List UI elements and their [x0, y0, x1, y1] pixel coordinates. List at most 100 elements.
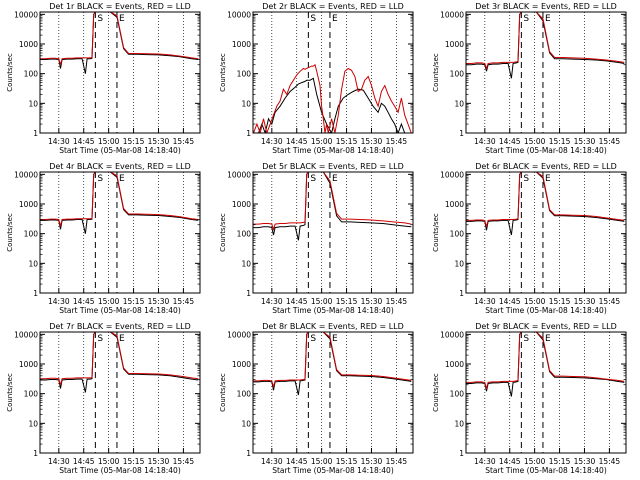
series-line-events — [40, 172, 199, 234]
series-line-lld — [40, 12, 199, 67]
x-tick-label: 15:45 — [386, 457, 408, 466]
series-line-lld — [253, 332, 412, 389]
y-tick-label: 100 — [450, 390, 465, 399]
y-tick-label: 10000 — [227, 330, 251, 339]
y-tick-label: 1000 — [19, 40, 38, 49]
y-axis-label: Counts/sec — [219, 53, 227, 92]
x-tick-label: 15:15 — [549, 297, 571, 306]
x-axis-label: Start Time (05-Mar-08 14:18:40) — [272, 146, 394, 155]
x-tick-label: 14:45 — [73, 457, 95, 466]
x-tick-label: 15:30 — [361, 457, 383, 466]
event-marker-label: S — [310, 334, 316, 344]
x-tick-label: 14:30 — [474, 137, 496, 146]
y-tick-label: 1000 — [232, 200, 251, 209]
y-tick-label: 10 — [28, 99, 38, 108]
x-axis-label: Start Time (05-Mar-08 14:18:40) — [272, 466, 394, 475]
y-tick-label: 10 — [241, 99, 251, 108]
plot-frame — [39, 11, 201, 134]
x-tick-label: 15:15 — [549, 137, 571, 146]
y-tick-label: 10 — [454, 419, 464, 428]
x-tick-label: 15:45 — [173, 457, 195, 466]
event-marker-label: E — [119, 174, 125, 184]
x-tick-label: 15:15 — [336, 457, 358, 466]
panel-title: Det 2r BLACK = Events, RED = LLD — [262, 2, 404, 11]
event-marker-label: E — [545, 334, 551, 344]
x-tick-label: 15:45 — [386, 297, 408, 306]
event-marker-label: E — [332, 174, 338, 184]
series-line-lld — [253, 63, 412, 133]
y-tick-label: 10000 — [440, 170, 464, 179]
panel-det-9: Det 9r BLACK = Events, RED = LLD S E 1 10 100… — [432, 322, 627, 475]
y-axis-label: Counts/sec — [432, 373, 440, 412]
series-line-lld — [40, 172, 199, 227]
y-tick-label: 10 — [28, 419, 38, 428]
x-tick-label: 15:15 — [336, 137, 358, 146]
plot-frame — [465, 331, 627, 454]
y-tick-label: 10 — [454, 259, 464, 268]
y-tick-label: 100 — [237, 230, 252, 239]
panel-det-1: Det 1r BLACK = Events, RED = LLD S E 1 10 100… — [6, 2, 201, 155]
y-axis-label: Counts/sec — [6, 53, 14, 92]
y-tick-label: 1000 — [445, 360, 464, 369]
x-tick-label: 15:30 — [361, 137, 383, 146]
y-tick-label: 10 — [241, 259, 251, 268]
event-marker-label: S — [523, 174, 529, 184]
x-tick-label: 15:30 — [148, 137, 170, 146]
x-tick-label: 15:15 — [336, 297, 358, 306]
y-tick-label: 100 — [24, 230, 39, 239]
y-tick-label: 10000 — [440, 330, 464, 339]
x-tick-label: 14:30 — [261, 457, 283, 466]
x-tick-label: 15:30 — [574, 297, 596, 306]
y-axis-label: Counts/sec — [6, 373, 14, 412]
x-tick-label: 15:45 — [599, 137, 621, 146]
y-tick-label: 10000 — [14, 10, 38, 19]
event-marker-label: S — [97, 334, 103, 344]
y-tick-label: 10000 — [14, 170, 38, 179]
x-tick-label: 15:30 — [574, 137, 596, 146]
panel-title: Det 4r BLACK = Events, RED = LLD — [49, 162, 191, 171]
y-tick-label: 1000 — [445, 40, 464, 49]
y-tick-label: 1000 — [445, 200, 464, 209]
panel-title: Det 1r BLACK = Events, RED = LLD — [49, 2, 191, 11]
x-tick-label: 14:30 — [474, 297, 496, 306]
y-tick-label: 1000 — [19, 360, 38, 369]
event-marker-label: S — [310, 14, 316, 24]
y-tick-label: 100 — [24, 70, 39, 79]
y-tick-label: 10000 — [14, 330, 38, 339]
event-marker-label: E — [545, 14, 551, 24]
x-tick-label: 15:00 — [524, 297, 546, 306]
y-axis-label: Counts/sec — [219, 373, 227, 412]
x-axis-label: Start Time (05-Mar-08 14:18:40) — [485, 306, 607, 315]
x-tick-label: 15:15 — [123, 137, 145, 146]
panel-title: Det 5r BLACK = Events, RED = LLD — [262, 162, 404, 171]
event-marker-label: S — [310, 174, 316, 184]
panel-title: Det 7r BLACK = Events, RED = LLD — [49, 322, 191, 331]
x-axis-label: Start Time (05-Mar-08 14:18:40) — [59, 146, 181, 155]
x-tick-label: 15:15 — [549, 457, 571, 466]
x-tick-label: 15:00 — [311, 457, 333, 466]
x-tick-label: 15:45 — [599, 297, 621, 306]
event-marker-label: E — [545, 174, 551, 184]
y-axis-label: Counts/sec — [6, 213, 14, 252]
y-tick-label: 100 — [237, 390, 252, 399]
y-axis-label: Counts/sec — [432, 53, 440, 92]
panel-det-3: Det 3r BLACK = Events, RED = LLD S E 1 10 100… — [432, 2, 627, 155]
event-marker-label: S — [523, 334, 529, 344]
x-tick-label: 14:45 — [286, 137, 308, 146]
y-tick-label: 1000 — [232, 40, 251, 49]
panel-det-4: Det 4r BLACK = Events, RED = LLD S E 1 10 100… — [6, 162, 201, 315]
series-line-events — [253, 77, 412, 133]
plot-frame — [252, 171, 414, 294]
x-tick-label: 15:15 — [123, 297, 145, 306]
x-tick-label: 15:30 — [574, 457, 596, 466]
x-tick-label: 14:30 — [48, 457, 70, 466]
y-tick-label: 10000 — [227, 10, 251, 19]
x-tick-label: 15:00 — [98, 137, 120, 146]
y-axis-label: Counts/sec — [219, 213, 227, 252]
y-tick-label: 10000 — [440, 10, 464, 19]
x-axis-label: Start Time (05-Mar-08 14:18:40) — [272, 306, 394, 315]
y-tick-label: 1 — [33, 129, 38, 138]
y-tick-label: 10 — [454, 99, 464, 108]
series-line-lld — [253, 172, 412, 231]
